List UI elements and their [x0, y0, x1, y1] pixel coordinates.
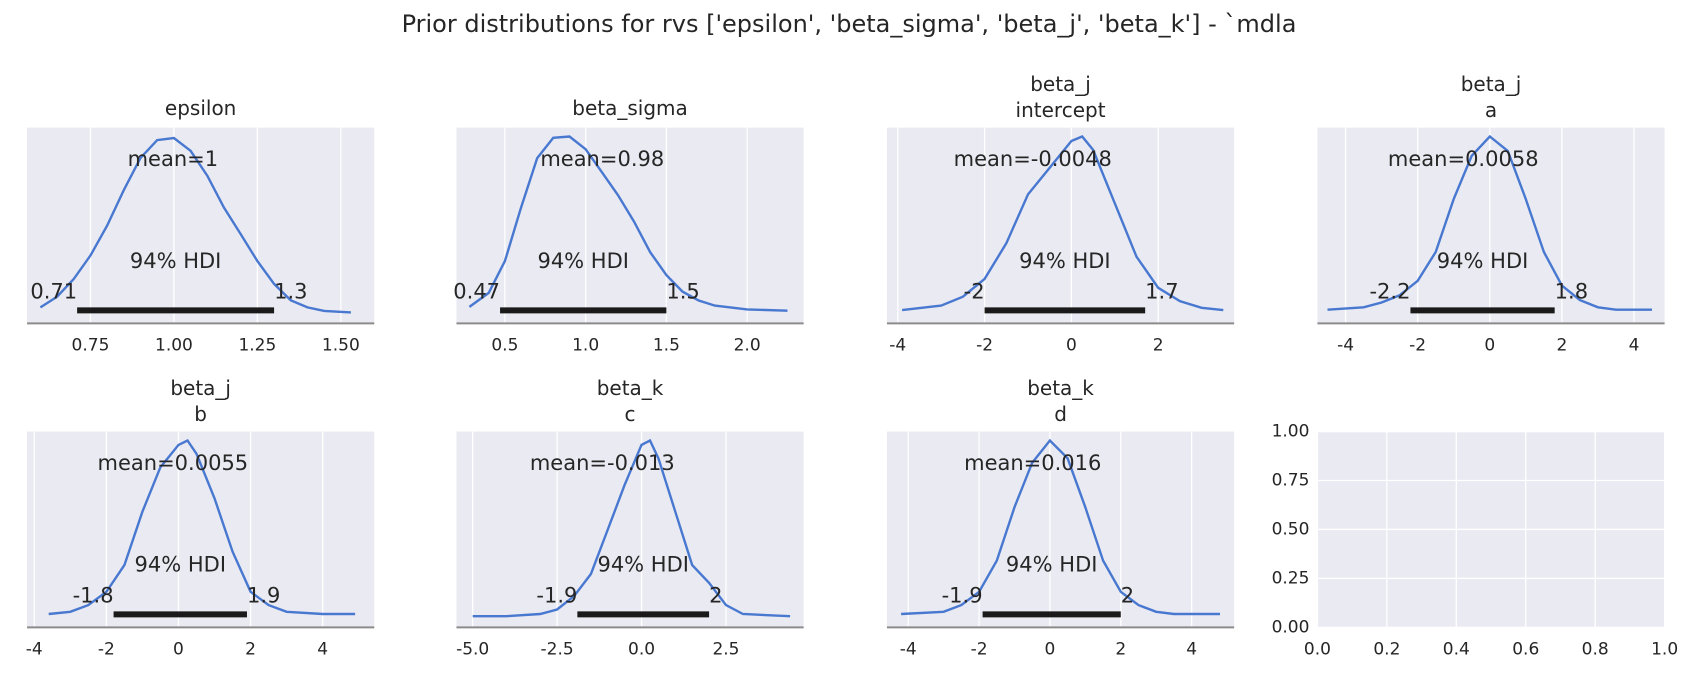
mean-label: mean=1: [128, 147, 219, 171]
panel-subtitle: a: [1485, 98, 1497, 122]
mean-label: mean=0.016: [964, 451, 1101, 475]
x-tick-label: 4: [1629, 335, 1640, 355]
mean-label: mean=0.98: [540, 147, 664, 171]
x-tick-label: 0: [1484, 335, 1495, 355]
x-tick-label: 2: [1153, 335, 1164, 355]
panel-title: beta_k: [1027, 376, 1094, 400]
x-tick-label: -2: [1409, 335, 1426, 355]
x-tick-label: 2.0: [734, 335, 761, 355]
mean-label: mean=0.0055: [98, 451, 249, 475]
density-curve: [39, 136, 351, 314]
panel-title: beta_j: [1030, 72, 1091, 96]
density-curve: [48, 438, 356, 616]
x-tick-label: 2: [245, 639, 256, 659]
plot-area: [1317, 127, 1665, 324]
mean-label: mean=-0.013: [530, 451, 675, 475]
hdi-label: 94% HDI: [135, 553, 227, 577]
hdi-high-label: 2: [1121, 583, 1134, 607]
x-tick-label: 1.00: [155, 335, 193, 355]
x-tick-label: 1.50: [322, 335, 360, 355]
hdi-low-label: -2: [964, 279, 985, 303]
x-tick-label: 0.75: [72, 335, 110, 355]
x-tick-label: -4: [889, 335, 906, 355]
x-tick-label: 0.0: [1304, 639, 1331, 659]
x-tick-label: 0.5: [491, 335, 518, 355]
y-tick-label: 0.00: [1272, 617, 1310, 637]
hdi-low-label: -1.9: [536, 583, 577, 607]
hdi-high-label: 1.3: [274, 279, 307, 303]
density-curve: [472, 438, 791, 618]
hdi-high-label: 1.7: [1145, 279, 1178, 303]
hdi-label: 94% HDI: [537, 249, 629, 273]
x-tick-label: 2.5: [712, 639, 739, 659]
x-tick-label: -4: [26, 639, 43, 659]
plot-area: [456, 431, 804, 628]
density-curve: [901, 438, 1220, 616]
x-tick-label: 1.5: [653, 335, 680, 355]
x-tick-label: 1.0: [1651, 639, 1678, 659]
hdi-low-label: 0.47: [453, 279, 500, 303]
x-tick-label: 0: [1044, 639, 1055, 659]
plot-area: [886, 127, 1235, 324]
hdi-low-label: -1.9: [942, 583, 983, 607]
plot-area: [456, 127, 804, 324]
x-tick-label: 0: [1066, 335, 1077, 355]
hdi-high-label: 1.5: [666, 279, 699, 303]
density-curve: [1327, 134, 1652, 311]
x-tick-label: 0.0: [628, 639, 655, 659]
y-tick-label: 0.25: [1272, 568, 1310, 588]
panel-subtitle: intercept: [1016, 98, 1106, 122]
y-tick-label: 0.50: [1272, 519, 1310, 539]
hdi-low-label: 0.71: [30, 279, 77, 303]
panel-title: epsilon: [165, 96, 236, 120]
plot-area: [27, 127, 375, 324]
hdi-label: 94% HDI: [130, 249, 222, 273]
hdi-label: 94% HDI: [1437, 249, 1529, 273]
x-tick-label: -2: [976, 335, 993, 355]
panel-subtitle: c: [625, 402, 636, 426]
x-tick-label: -4: [900, 639, 917, 659]
x-tick-label: -2.5: [541, 639, 574, 659]
x-tick-label: 4: [317, 639, 328, 659]
hdi-label: 94% HDI: [597, 553, 689, 577]
panel-subtitle: d: [1054, 402, 1067, 426]
mean-label: mean=0.0058: [1388, 147, 1539, 171]
y-tick-label: 1.00: [1272, 422, 1310, 442]
panel-subtitle: b: [194, 402, 207, 426]
hdi-high-label: 2: [709, 583, 722, 607]
x-tick-label: -2: [971, 639, 988, 659]
x-tick-label: -5.0: [456, 639, 489, 659]
x-tick-label: 1.0: [572, 335, 599, 355]
x-tick-label: 4: [1186, 639, 1197, 659]
x-tick-label: -4: [1337, 335, 1354, 355]
hdi-label: 94% HDI: [1006, 553, 1098, 577]
density-curve: [468, 135, 788, 312]
x-tick-label: 0.8: [1582, 639, 1609, 659]
figure-title: Prior distributions for rvs ['epsilon', …: [402, 10, 1297, 38]
panel-title: beta_j: [170, 376, 231, 400]
x-tick-label: 0.6: [1512, 639, 1539, 659]
panel-title: beta_sigma: [572, 96, 688, 120]
x-tick-label: 0.2: [1373, 639, 1400, 659]
panel-title: beta_j: [1461, 72, 1522, 96]
x-tick-label: 0: [173, 639, 184, 659]
hdi-label: 94% HDI: [1019, 249, 1111, 273]
hdi-high-label: 1.8: [1555, 279, 1588, 303]
hdi-low-label: -1.8: [73, 583, 114, 607]
x-tick-label: 0.4: [1443, 639, 1470, 659]
x-tick-label: 2: [1556, 335, 1567, 355]
x-tick-label: 2: [1115, 639, 1126, 659]
plot-area: [886, 431, 1235, 628]
y-tick-label: 0.75: [1272, 471, 1310, 491]
x-tick-label: -2: [98, 639, 115, 659]
panel-title: beta_k: [597, 376, 664, 400]
hdi-low-label: -2.2: [1369, 279, 1410, 303]
hdi-high-label: 1.9: [247, 583, 280, 607]
density-curve: [901, 135, 1224, 312]
mean-label: mean=-0.0048: [954, 147, 1112, 171]
x-tick-label: 1.25: [238, 335, 276, 355]
